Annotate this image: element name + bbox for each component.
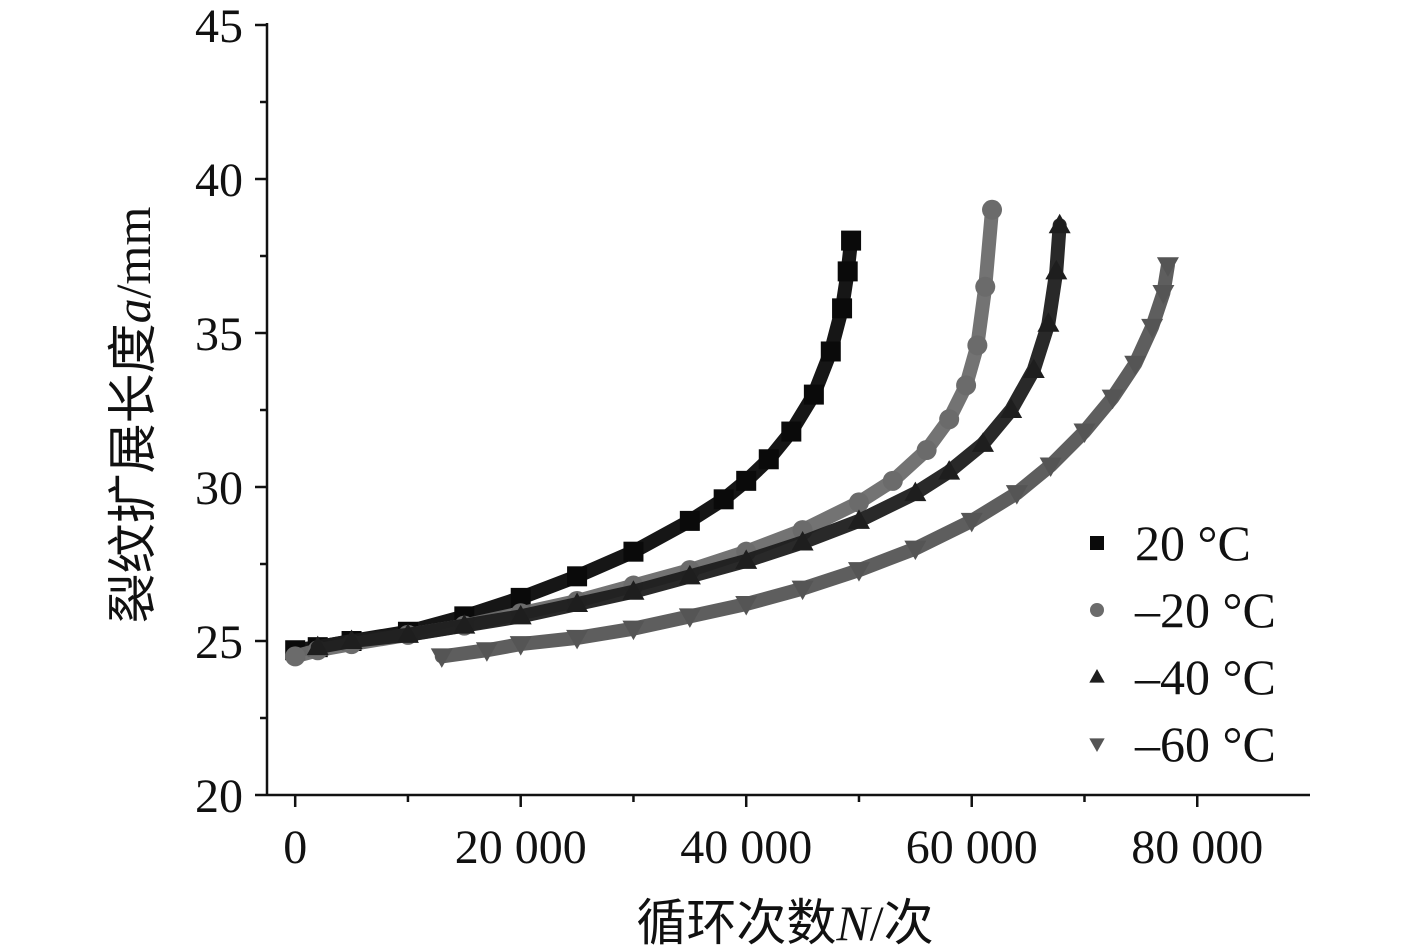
- y-tick-label: 30: [195, 462, 243, 515]
- data-point: [340, 629, 363, 649]
- data-point: [916, 440, 937, 461]
- data-point: [956, 375, 977, 396]
- data-point: [1101, 389, 1124, 410]
- data-point: [622, 580, 645, 600]
- data-point: [781, 421, 802, 442]
- data-point: [904, 540, 927, 561]
- data-point: [791, 530, 814, 551]
- data-point: [509, 604, 532, 625]
- data-point: [396, 623, 419, 643]
- data-point: [1039, 457, 1062, 477]
- data-point: [1141, 318, 1164, 339]
- legend-label: –20 °C: [1134, 582, 1276, 638]
- data-point: [803, 384, 824, 405]
- plot-series: [285, 199, 1179, 668]
- data-point: [938, 460, 961, 480]
- data-point: [566, 592, 589, 613]
- y-axis-title-prefix: 裂纹扩展长度: [105, 323, 161, 623]
- data-point: [510, 587, 531, 608]
- data-point: [623, 541, 644, 562]
- x-axis-title-suffix: /次: [870, 895, 934, 951]
- data-point: [1156, 257, 1179, 277]
- data-point: [832, 298, 853, 319]
- legend-label: –60 °C: [1134, 716, 1276, 772]
- data-point: [453, 614, 476, 634]
- series-4: [430, 257, 1179, 668]
- data-point: [1048, 213, 1071, 234]
- legend-item: 20 °C: [1090, 515, 1251, 571]
- data-point: [975, 276, 996, 297]
- data-point: [713, 489, 734, 510]
- y-tick-label: 40: [195, 154, 243, 207]
- data-point: [1124, 355, 1147, 376]
- y-tick-label: 20: [195, 770, 243, 823]
- series-trail: [288, 233, 859, 658]
- data-point: [475, 642, 498, 662]
- y-tick-label: 45: [195, 0, 243, 53]
- x-axis-title: 循环次数N/次: [636, 895, 933, 951]
- data-point: [566, 629, 589, 650]
- legend-marker: [1090, 536, 1104, 550]
- data-point: [285, 646, 306, 667]
- data-point: [509, 636, 532, 656]
- data-point: [882, 470, 903, 491]
- data-point: [306, 635, 329, 656]
- data-point: [967, 335, 988, 356]
- data-point: [1045, 259, 1068, 280]
- data-point: [820, 341, 841, 362]
- data-point: [1073, 423, 1096, 444]
- legend-marker: [1089, 738, 1105, 753]
- data-point: [567, 566, 588, 587]
- y-tick-label: 25: [195, 616, 243, 669]
- x-tick-label: 60 000: [906, 821, 1038, 874]
- legend-label: –40 °C: [1134, 649, 1276, 705]
- ticks: 0 20 000 40 000 60 000 80 000 20 25 30 35 40 45: [195, 0, 1263, 874]
- data-point: [1152, 284, 1175, 305]
- series-3: [306, 213, 1071, 656]
- x-tick-label: 80 000: [1131, 821, 1263, 874]
- data-point: [735, 596, 758, 616]
- data-point: [1022, 358, 1045, 378]
- data-point: [848, 492, 869, 513]
- x-tick-label: 0: [283, 821, 307, 874]
- legend-item: –60 °C: [1089, 716, 1276, 772]
- x-axis-title-var: N: [835, 895, 872, 951]
- y-tick-label: 35: [195, 308, 243, 361]
- legend-marker: [1090, 603, 1104, 617]
- y-axis-title-suffix: /mm: [105, 207, 161, 299]
- legend-item: –20 °C: [1090, 582, 1276, 638]
- data-point: [679, 510, 700, 531]
- data-point: [736, 470, 757, 491]
- data-point: [1000, 398, 1023, 418]
- data-point: [678, 608, 701, 628]
- data-point: [678, 564, 701, 585]
- data-point: [622, 620, 645, 641]
- data-point: [939, 409, 960, 430]
- data-point: [904, 481, 927, 502]
- data-point: [960, 512, 983, 533]
- legend: 20 °C –20 °C –40 °C –60 °C: [1089, 515, 1276, 772]
- legend-item: –40 °C: [1089, 649, 1276, 705]
- x-axis-title-prefix: 循环次数: [636, 895, 836, 951]
- data-point: [972, 432, 995, 452]
- series-2: [285, 199, 1003, 667]
- x-tick-label: 40 000: [680, 821, 812, 874]
- data-point: [847, 562, 870, 582]
- y-axis-title: 裂纹扩展长度a/mm: [105, 207, 161, 624]
- legend-marker: [1089, 668, 1105, 683]
- data-point: [837, 261, 858, 282]
- data-point: [847, 509, 870, 529]
- data-point: [735, 549, 758, 569]
- legend-label: 20 °C: [1135, 515, 1251, 571]
- x-tick-label: 20 000: [455, 821, 587, 874]
- data-point: [430, 648, 453, 668]
- data-point: [1037, 312, 1060, 332]
- data-point: [841, 230, 862, 251]
- data-point: [791, 580, 814, 601]
- y-axis-title-var: a: [105, 298, 161, 323]
- data-point: [758, 449, 779, 470]
- data-point: [1005, 485, 1028, 505]
- data-point: [982, 199, 1003, 220]
